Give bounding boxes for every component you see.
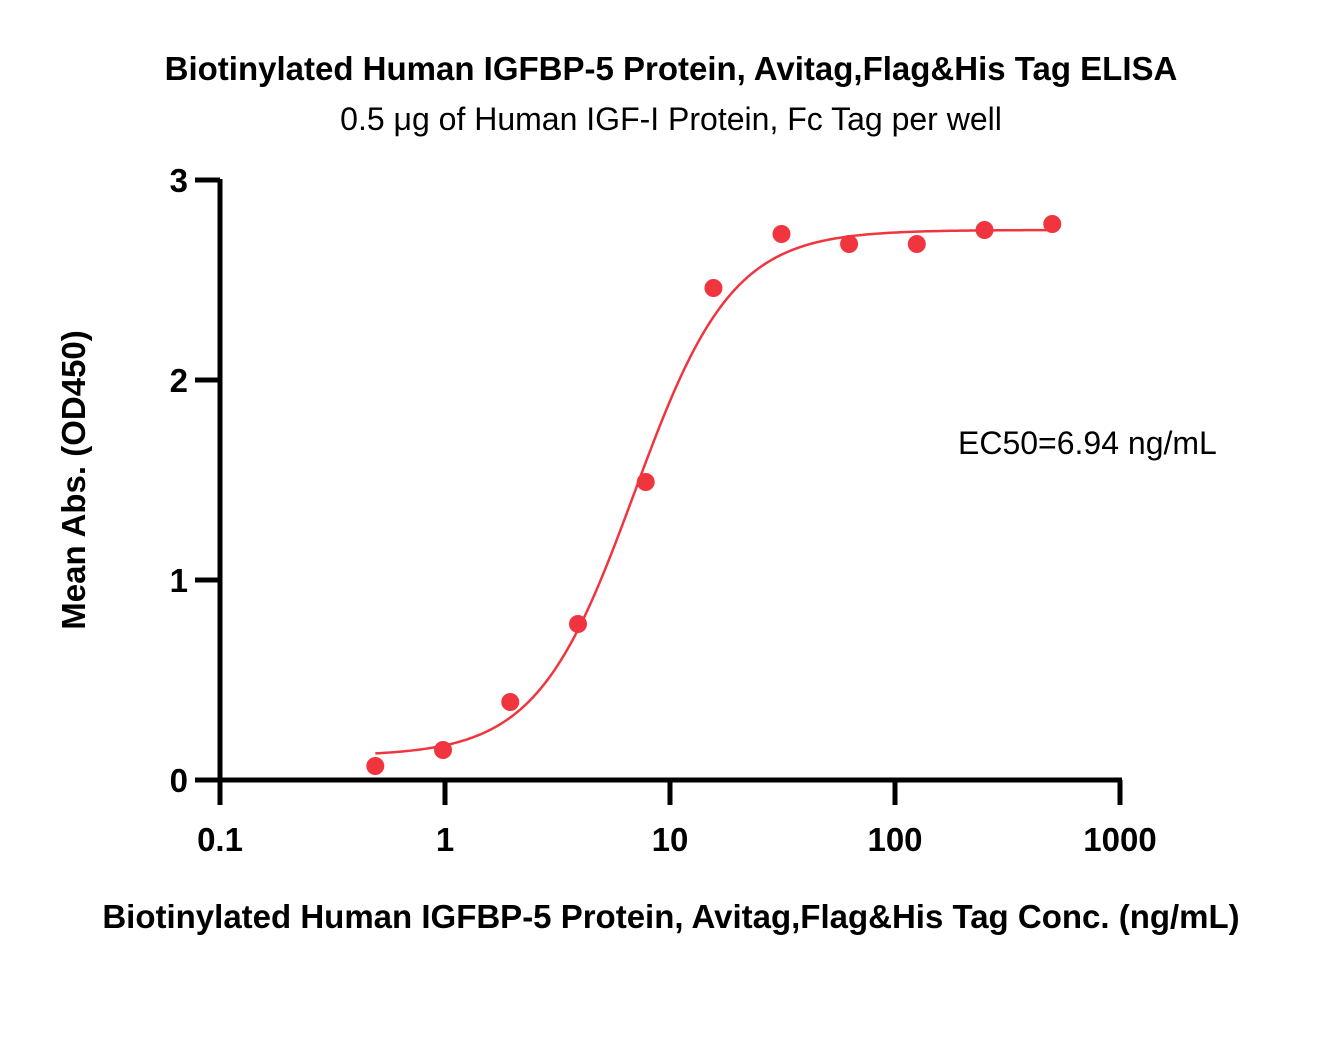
x-tick-label: 1000	[1083, 821, 1156, 858]
ec50-annotation: EC50=6.94 ng/mL	[958, 425, 1217, 461]
x-tick-label: 100	[867, 821, 922, 858]
axes	[217, 179, 1122, 783]
data-point	[501, 693, 520, 711]
data-point	[434, 741, 453, 759]
data-point	[975, 221, 994, 239]
chart-title: Biotinylated Human IGFBP-5 Protein, Avit…	[165, 50, 1178, 87]
data-point	[840, 235, 859, 253]
y-axis-label: Mean Abs. (OD450)	[55, 330, 92, 630]
y-tick-label: 2	[170, 362, 188, 399]
y-ticks: 0 1 2 3	[170, 162, 220, 799]
data-points-layer	[366, 215, 1062, 775]
data-point	[568, 615, 587, 633]
y-tick-label: 3	[170, 162, 188, 199]
data-point	[366, 757, 385, 775]
data-point	[636, 473, 655, 491]
x-tick-label: 1	[436, 821, 454, 858]
chart-subtitle: 0.5 μg of Human IGF-I Protein, Fc Tag pe…	[340, 101, 1002, 137]
fit-curve	[375, 228, 1053, 755]
fit-curve-layer	[375, 228, 1053, 755]
y-tick-label: 1	[170, 562, 188, 599]
data-point	[704, 279, 723, 297]
x-tick-label: 0.1	[197, 821, 243, 858]
data-point	[1043, 215, 1062, 233]
x-axis-label: Biotinylated Human IGFBP-5 Protein, Avit…	[102, 898, 1239, 935]
data-point	[772, 225, 791, 243]
y-tick-label: 0	[170, 762, 188, 799]
x-ticks: 0.1 1 10 100 1000	[197, 780, 1157, 858]
data-point	[907, 235, 926, 253]
x-tick-label: 10	[652, 821, 689, 858]
